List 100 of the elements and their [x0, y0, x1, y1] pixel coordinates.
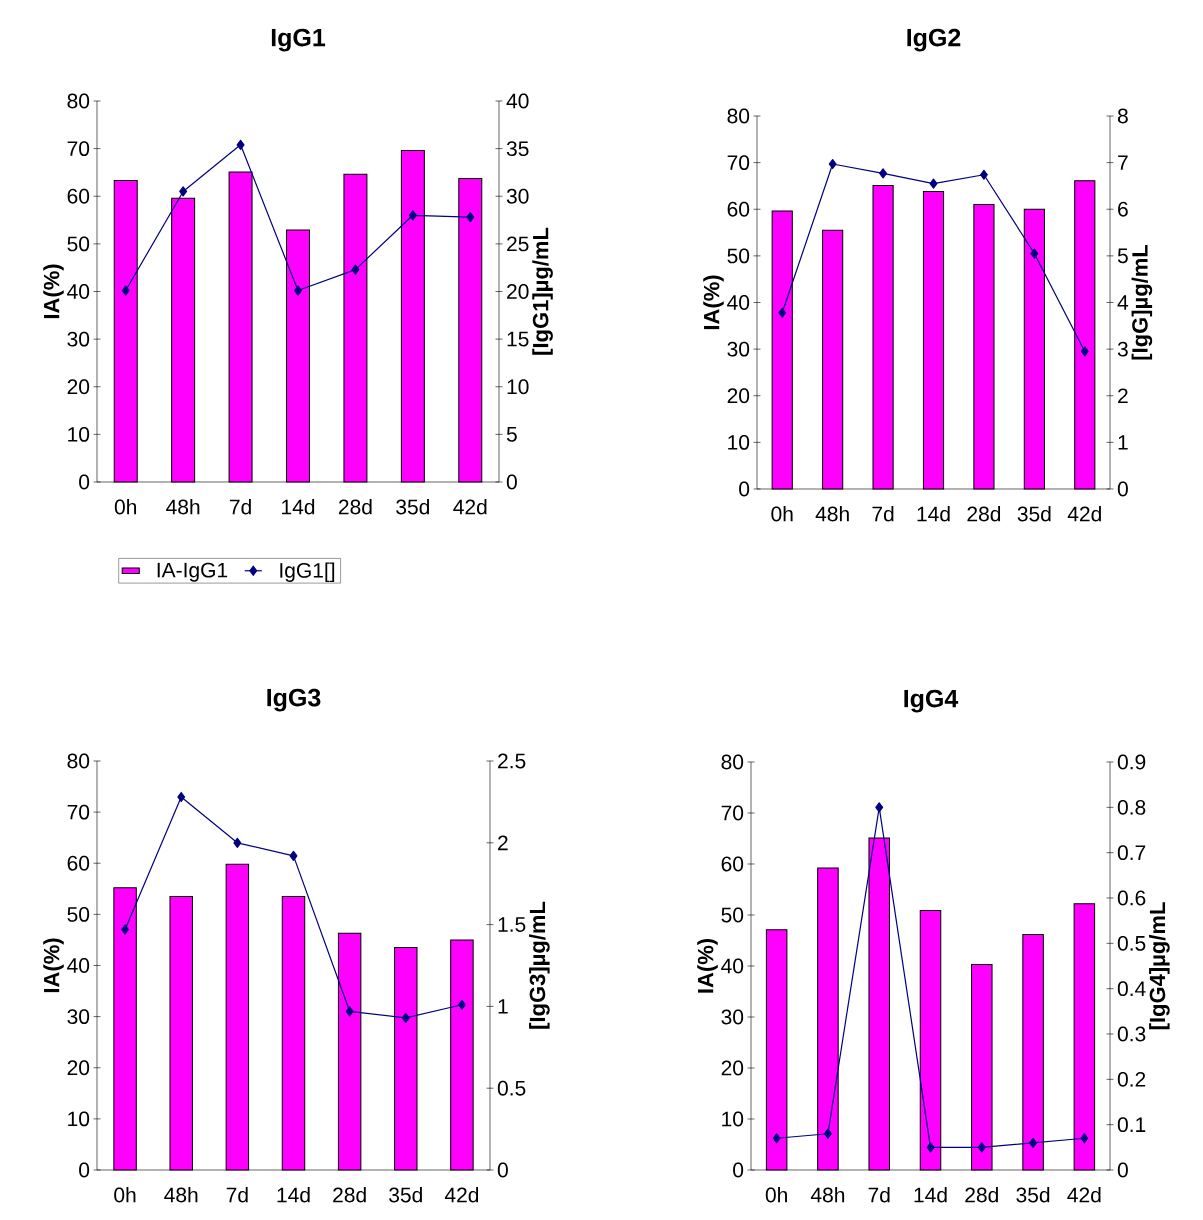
- x-tick-label: 28d: [967, 506, 1001, 522]
- y2-tick-label: 0.9: [1117, 754, 1146, 770]
- x-tick-label: 0h: [114, 1187, 136, 1203]
- y-tick-label: 80: [721, 754, 744, 770]
- y-tick-label: 10: [68, 426, 90, 442]
- point: [778, 307, 787, 318]
- y-tick-label: 50: [67, 906, 90, 922]
- y-tick-label: 60: [67, 855, 90, 871]
- x-tick-label: 14d: [914, 1187, 947, 1203]
- x-tick-label: 35d: [1016, 1187, 1050, 1203]
- y-tick-label: 20: [67, 379, 90, 395]
- y-tick-label: 30: [721, 1009, 744, 1025]
- y2-tick-label: 20: [507, 284, 529, 299]
- y2-tick-label: 1.5: [498, 917, 526, 932]
- y2-tick-label: 40: [506, 93, 529, 109]
- x-tick-label: 42d: [1067, 506, 1101, 522]
- y-tick-label: 30: [67, 331, 90, 347]
- y2-tick-label: 0.2: [1117, 1071, 1146, 1087]
- point: [233, 837, 242, 848]
- y-tick-label: 60: [721, 856, 744, 872]
- y-tick-label: 50: [721, 907, 744, 923]
- x-tick-label: 42d: [1067, 1187, 1101, 1203]
- y-tick-label: 10: [68, 1111, 90, 1127]
- y2-tick-label: 2.5: [498, 753, 526, 769]
- point: [977, 1142, 986, 1153]
- y-tick-label: 0: [79, 474, 90, 490]
- point: [979, 169, 988, 180]
- y2-tick-label: 15: [507, 331, 529, 347]
- x-tick-label: 7d: [229, 499, 251, 515]
- point: [1080, 346, 1089, 357]
- x-tick-label: 42d: [444, 1187, 479, 1203]
- x-tick-label: 48h: [815, 506, 849, 522]
- y2-axis-title: [IgG1]µg/mL: [532, 227, 553, 355]
- point: [177, 791, 186, 803]
- point: [457, 999, 466, 1010]
- y2-tick-label: 0: [1117, 1162, 1128, 1178]
- y-tick-label: 20: [67, 1060, 90, 1076]
- y2-tick-label: 1: [1118, 435, 1128, 450]
- x-tick-label: 48h: [810, 1187, 845, 1203]
- y2-tick-label: 6: [1118, 201, 1128, 217]
- y-tick-label: 0: [79, 1162, 90, 1178]
- point: [1080, 1133, 1089, 1144]
- y-tick-label: 60: [67, 188, 90, 204]
- y-tick-label: 50: [67, 236, 90, 252]
- y-axis-title: IA(%): [703, 275, 724, 330]
- y2-tick-label: 5: [506, 427, 517, 442]
- y2-tick-label: 30: [506, 188, 529, 204]
- y2-tick-label: 0: [1117, 481, 1128, 497]
- point: [401, 1012, 410, 1023]
- point: [408, 210, 417, 221]
- chart-title: IgG2: [907, 28, 961, 52]
- point: [929, 178, 938, 189]
- y2-tick-label: 25: [507, 236, 529, 252]
- y2-tick-label: 0.6: [1117, 890, 1146, 906]
- legend-label: IA-IgG1: [157, 562, 228, 582]
- y-tick-label: 40: [67, 958, 90, 973]
- x-tick-label: 14d: [277, 1187, 310, 1203]
- y2-tick-label: 0.3: [1117, 1026, 1146, 1042]
- x-tick-label: 28d: [338, 499, 372, 515]
- y-tick-label: 10: [728, 434, 750, 450]
- y-tick-label: 30: [67, 1009, 90, 1025]
- x-tick-label: 28d: [333, 1187, 366, 1203]
- y-axis-title: IA(%): [43, 264, 64, 319]
- y2-tick-label: 10: [507, 379, 529, 395]
- y2-tick-label: 2: [1118, 388, 1128, 404]
- chart-title: IgG3: [267, 688, 321, 712]
- x-tick-label: 7d: [868, 1187, 890, 1203]
- point: [179, 186, 188, 197]
- x-tick-label: 0h: [765, 1187, 787, 1203]
- point: [823, 1128, 832, 1139]
- y2-tick-label: 1: [498, 999, 508, 1014]
- x-tick-label: 48h: [164, 1187, 198, 1203]
- y-tick-label: 80: [727, 108, 750, 124]
- y2-tick-label: 0: [506, 474, 517, 490]
- y-tick-label: 40: [67, 284, 90, 299]
- y2-tick-label: 5: [1117, 248, 1128, 264]
- point: [828, 158, 837, 170]
- y-tick-label: 70: [727, 155, 750, 171]
- y2-axis-title: [IgG4]µg/mL: [1149, 902, 1170, 1030]
- point: [1029, 1137, 1038, 1148]
- point: [121, 285, 130, 296]
- x-tick-label: 7d: [226, 1187, 248, 1203]
- y2-tick-label: 35: [506, 141, 529, 157]
- x-tick-label: 35d: [396, 499, 430, 515]
- y2-tick-label: 0.5: [1117, 935, 1146, 951]
- x-tick-label: 0h: [114, 499, 137, 515]
- x-tick-label: 35d: [389, 1187, 422, 1203]
- x-tick-label: 0h: [771, 506, 793, 522]
- y-tick-label: 60: [727, 201, 750, 217]
- point: [772, 1133, 781, 1144]
- y-tick-label: 0: [733, 1162, 744, 1178]
- y-tick-label: 80: [67, 93, 90, 109]
- point: [351, 264, 360, 275]
- point: [466, 212, 475, 223]
- y-tick-label: 40: [721, 958, 744, 974]
- y2-axis-title: [IgG]µg/mL: [1131, 244, 1153, 360]
- point: [875, 802, 884, 813]
- y-tick-label: 50: [727, 248, 750, 264]
- chart-title: IgG1: [271, 28, 326, 52]
- y2-tick-label: 8: [1117, 108, 1128, 124]
